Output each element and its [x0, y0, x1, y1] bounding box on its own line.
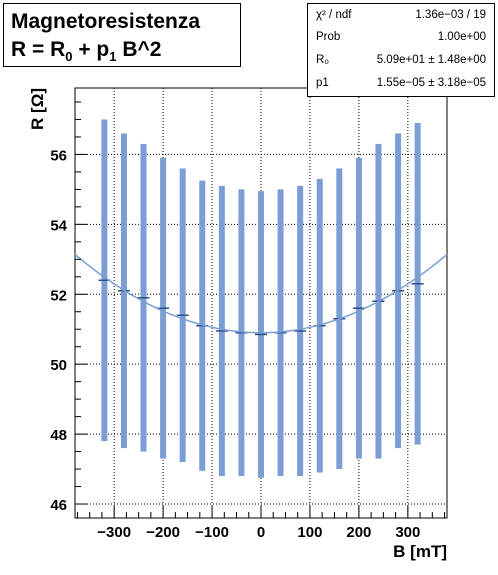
- stat-value: 1.55e−05 ± 3.18e−05: [377, 77, 486, 89]
- formula-part: R = R: [11, 38, 65, 61]
- x-tick-label: −200: [146, 524, 180, 541]
- data-layer: [98, 119, 423, 477]
- stat-row: Prob 1.00e+00: [308, 29, 494, 47]
- fit-stats-box: χ² / ndf 1.36e−03 / 19 Prob 1.00e+00 R₀ …: [307, 3, 495, 97]
- formula-subscript: 0: [65, 49, 72, 64]
- x-tick-label: −100: [195, 524, 229, 541]
- stat-key: p1: [316, 77, 329, 89]
- formula-part: + p: [73, 38, 110, 61]
- stat-value: 1.00e+00: [438, 31, 486, 43]
- formula-subscript: 1: [109, 49, 116, 64]
- stat-key: χ² / ndf: [316, 9, 351, 21]
- x-tick-label: 300: [395, 524, 420, 541]
- y-tick-label: 52: [50, 287, 67, 304]
- stat-row: χ² / ndf 1.36e−03 / 19: [308, 7, 494, 25]
- stat-value: 5.09e+01 ± 1.48e+00: [377, 54, 486, 66]
- y-tick-label: 46: [50, 497, 67, 514]
- stat-key: Prob: [316, 31, 340, 43]
- chart-title: Magnetoresistenza: [11, 10, 200, 34]
- x-tick-label: 0: [257, 524, 265, 541]
- stat-row: p1 1.55e−05 ± 3.18e−05: [308, 75, 494, 93]
- y-axis-label: R [Ω]: [28, 88, 47, 130]
- x-tick-label: 200: [346, 524, 371, 541]
- stat-key: R₀: [316, 54, 329, 66]
- y-tick-label: 56: [50, 147, 67, 164]
- formula-part: B^2: [117, 38, 162, 61]
- axes: −300 −200 −100 0 100 200 300 46 48 50 52 54 56: [50, 102, 444, 541]
- y-tick-label: 50: [50, 357, 67, 374]
- title-box: Magnetoresistenza R = R0 + p1 B^2: [3, 3, 241, 67]
- x-axis-label: B [mT]: [393, 542, 447, 561]
- fit-formula: R = R0 + p1 B^2: [11, 38, 161, 64]
- stat-row: R₀ 5.09e+01 ± 1.48e+00: [308, 52, 494, 70]
- stat-value: 1.36e−03 / 19: [415, 9, 486, 21]
- x-tick-label: 100: [297, 524, 322, 541]
- y-tick-label: 48: [50, 427, 67, 444]
- x-tick-label: −300: [97, 524, 131, 541]
- y-tick-label: 54: [50, 217, 67, 234]
